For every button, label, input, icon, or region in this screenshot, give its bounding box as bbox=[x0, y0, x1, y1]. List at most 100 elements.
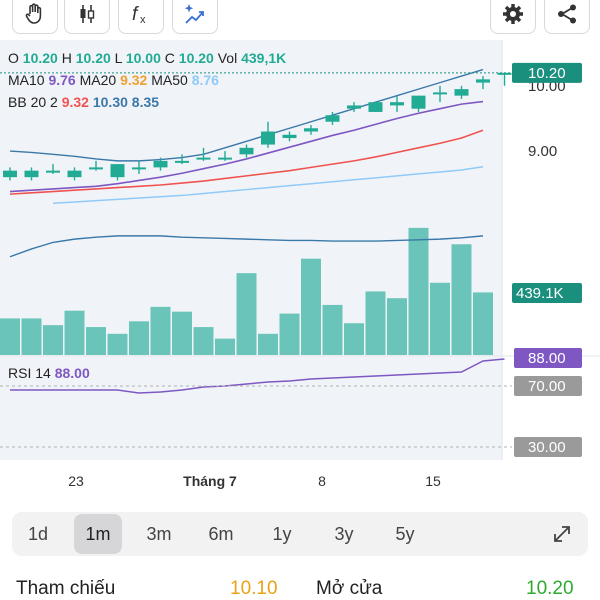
candle-body bbox=[390, 102, 404, 106]
volume-bar bbox=[107, 333, 128, 355]
volume-bar bbox=[150, 306, 171, 355]
rsi-value: 88.00 bbox=[54, 365, 90, 381]
volume-bar bbox=[258, 333, 278, 355]
ma50-value: 8.76 bbox=[191, 72, 219, 88]
gear-icon[interactable] bbox=[490, 0, 536, 34]
volume-badge bbox=[512, 283, 582, 303]
volume-bar bbox=[430, 282, 450, 355]
volume-bar bbox=[408, 227, 429, 355]
rsi-line bbox=[10, 358, 505, 394]
ma10-line bbox=[9, 100, 484, 193]
ma20-value: 9.32 bbox=[120, 72, 148, 88]
bb-middle-value: 10.30 bbox=[92, 94, 128, 110]
bb-lower-value: 8.35 bbox=[131, 94, 160, 110]
candle-body bbox=[110, 164, 125, 178]
candle-body bbox=[261, 131, 275, 145]
volume-bar bbox=[365, 291, 386, 355]
ohlc-legend: O 10.20 H 10.20 L 10.00 C 10.20 Vol 439,… bbox=[8, 50, 287, 66]
hand-icon[interactable] bbox=[12, 0, 58, 34]
rsi-level-label: 88.00 bbox=[528, 350, 566, 367]
rsi-legend: RSI 14 88.00 bbox=[8, 365, 90, 381]
volume-bar bbox=[322, 304, 343, 355]
candle-body bbox=[67, 170, 82, 178]
volume-bar bbox=[0, 318, 20, 355]
sparkle-chart-icon[interactable] bbox=[172, 0, 218, 34]
candle-body bbox=[153, 160, 168, 168]
volume-bar bbox=[21, 318, 42, 355]
volume-bar bbox=[172, 311, 192, 355]
volume-badge-label: 439.1K bbox=[516, 285, 564, 302]
candle-body bbox=[196, 157, 211, 160]
ma20-line bbox=[9, 129, 484, 195]
open-value: 10.20 bbox=[22, 50, 58, 66]
period-5y[interactable]: 5y bbox=[395, 523, 415, 544]
candle-body bbox=[218, 157, 232, 160]
bb-upper-value: 9.32 bbox=[61, 94, 89, 110]
price-tick-label: 9.00 bbox=[528, 143, 557, 160]
candlestick-icon[interactable] bbox=[64, 0, 110, 34]
period-1y[interactable]: 1y bbox=[272, 523, 292, 544]
x-tick-label: 23 bbox=[68, 473, 84, 489]
volume-bar bbox=[279, 313, 300, 355]
candle-body bbox=[132, 167, 146, 170]
period-3y[interactable]: 3y bbox=[334, 523, 354, 544]
period-1d[interactable]: 1d bbox=[27, 523, 49, 544]
volume-bar bbox=[64, 310, 85, 355]
volume-bar bbox=[344, 323, 364, 355]
period-3m[interactable]: 3m bbox=[146, 523, 172, 544]
candle-body bbox=[411, 95, 426, 109]
candle-body bbox=[24, 170, 39, 178]
bb-legend: BB 20 2 9.32 10.30 8.35 bbox=[8, 94, 160, 110]
candle-body bbox=[476, 79, 490, 83]
volume-bar bbox=[473, 292, 493, 355]
volume-bar bbox=[193, 327, 214, 355]
open-price-label: Mở cửa bbox=[316, 578, 383, 599]
candle-body bbox=[368, 102, 383, 112]
volume-bar bbox=[451, 244, 472, 355]
low-value: 10.00 bbox=[125, 50, 161, 66]
open-price-value: 10.20 bbox=[526, 578, 574, 599]
svg-text:x: x bbox=[140, 14, 146, 26]
rsi-level-badge bbox=[514, 376, 582, 396]
price-chart[interactable]: 9.00 10.00 10.20 439.1K 88.00 70.00 30.00 23 Thá… bbox=[0, 40, 600, 500]
candle-body bbox=[454, 89, 469, 96]
x-tick-label: 15 bbox=[425, 473, 441, 489]
rsi-level-badge bbox=[514, 437, 582, 457]
volume-value: 439,1K bbox=[241, 50, 287, 66]
close-value: 10.20 bbox=[178, 50, 214, 66]
candle-body bbox=[433, 92, 447, 95]
share-icon[interactable] bbox=[544, 0, 590, 34]
bb-upper-line bbox=[9, 68, 484, 162]
x-tick-label: Tháng 7 bbox=[183, 473, 237, 489]
bb-lower-line bbox=[9, 235, 484, 258]
candle-body bbox=[89, 167, 103, 170]
expand-icon[interactable] bbox=[538, 514, 586, 554]
ma-legend: MA10 9.76 MA20 9.32 MA50 8.76 bbox=[8, 72, 219, 88]
volume-bar bbox=[129, 321, 149, 355]
candle-body bbox=[497, 72, 512, 75]
period-6m[interactable]: 6m bbox=[208, 523, 234, 544]
period-selector: 1d 1m 3m 6m 1y 3y 5y bbox=[12, 512, 588, 556]
ref-price-value: 10.10 bbox=[230, 578, 278, 599]
rsi-level-badge bbox=[514, 348, 582, 368]
candle-body bbox=[325, 115, 340, 122]
volume-bar bbox=[387, 298, 407, 355]
ma10-value: 9.76 bbox=[48, 72, 76, 88]
x-tick-label: 8 bbox=[318, 473, 326, 489]
volume-bar bbox=[215, 338, 235, 355]
volume-bar bbox=[86, 327, 106, 355]
svg-text:f: f bbox=[132, 4, 139, 25]
ref-price-label: Tham chiếu bbox=[16, 578, 116, 599]
volume-bar bbox=[301, 258, 321, 355]
ma50-line bbox=[52, 165, 484, 205]
chart-canvas: 9.00 10.00 10.20 439.1K 88.00 70.00 30.00 23 Thá… bbox=[0, 40, 600, 489]
last-price-badge bbox=[512, 62, 582, 83]
candle-body bbox=[347, 105, 361, 109]
candle-body bbox=[282, 134, 297, 139]
rsi-level-label: 70.00 bbox=[528, 378, 566, 395]
period-1m[interactable]: 1m bbox=[74, 514, 122, 554]
candle-body bbox=[304, 128, 318, 132]
candle-body bbox=[3, 170, 17, 178]
